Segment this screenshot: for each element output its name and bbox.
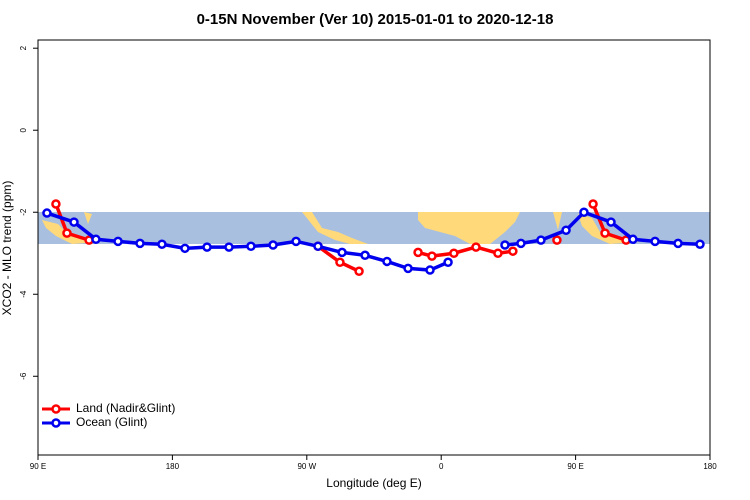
data-point [561,225,571,236]
data-point [337,247,347,258]
data-point [113,236,123,247]
data-point [471,242,481,252]
data-point [588,199,598,209]
y-axis-label: XCO2 - MLO trend (ppm) [0,181,14,316]
data-point [516,238,526,249]
data-point [403,263,413,274]
data-point [202,242,212,252]
philippines [84,212,92,224]
data-point [449,248,459,258]
data-point [427,251,437,261]
x-tick-label: 180 [703,462,717,471]
plot-frame [37,39,711,456]
data-point [382,256,392,267]
x-tick-label: 90 E [567,462,583,471]
africa [418,212,520,244]
data-point [91,234,101,245]
data-point [650,236,660,247]
data-point [157,239,167,249]
x-tick-label: 0 [439,462,444,471]
data-point [335,257,345,268]
se-asia [578,214,640,244]
data-point [51,199,61,209]
y-tick-label: -6 [19,372,28,380]
data-point [500,240,510,250]
legend-marker [51,418,61,428]
data-point [224,242,234,252]
legend-label: Land (Nadir&Glint) [76,401,175,415]
y-tick-label: 2 [19,45,28,50]
se-asia-left [42,220,100,244]
data-point [579,207,589,217]
data-point [425,265,435,275]
x-tick-label: 180 [166,462,180,471]
data-point [628,234,638,245]
data-point [673,238,683,249]
india [553,212,562,230]
central-america [302,212,368,244]
data-point [508,246,518,256]
data-point [600,228,610,238]
y-tick-label: -2 [19,208,28,216]
data-point [135,238,145,249]
data-point [180,243,190,254]
legend-marker [51,404,61,414]
x-tick-label: 90 W [297,462,316,471]
data-point [360,250,370,261]
data-point [291,236,301,247]
y-tick-label: 0 [19,127,28,132]
x-tick-label: 90 E [30,462,46,471]
data-point [443,257,453,268]
data-point [42,208,52,218]
data-point [606,217,616,227]
data-point [536,235,546,245]
data-point [62,228,72,238]
data-point [69,217,79,227]
data-point [552,235,562,245]
chart-title: 0-15N November (Ver 10) 2015-01-01 to 20… [197,11,554,28]
data-point [354,266,364,277]
data-point [313,241,323,252]
x-axis-label: Longitude (deg E) [326,476,421,490]
data-point [493,248,503,258]
data-point [695,239,705,249]
data-point [413,247,423,258]
data-point [268,240,278,250]
legend-label: Ocean (Glint) [76,415,147,429]
y-tick-label: -4 [19,290,28,298]
data-point [246,241,256,252]
